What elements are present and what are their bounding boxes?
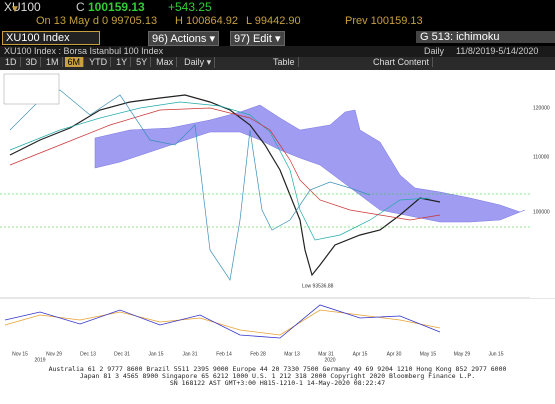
x-tick-label: Jan 15 xyxy=(148,351,163,357)
x-tick-label: Feb 14 xyxy=(216,351,232,357)
high: H 100864.92 xyxy=(175,15,238,27)
index-name: XU100 Index : Borsa Istanbul 100 Index xyxy=(4,46,164,56)
x-tick-label: Nov 15 xyxy=(12,351,28,357)
security-input[interactable]: XU100 Index xyxy=(2,31,100,45)
date-range: 11/8/2019-5/14/2020 xyxy=(456,46,539,56)
page-name: G 513: ichimoku xyxy=(416,31,555,43)
x-tick-label: Apr 15 xyxy=(353,351,368,357)
footer-line: Australia 61 2 9777 8600 Brazil 5511 239… xyxy=(48,365,507,373)
change: +543.25 xyxy=(168,0,212,14)
low-annotation: Low 93536.88 xyxy=(302,283,334,289)
low: L 99442.90 xyxy=(246,15,301,27)
range-button[interactable]: 1M xyxy=(43,57,63,67)
on-line: On 13 May d 0 99705.13 xyxy=(36,15,158,27)
macd-signal xyxy=(4,309,441,336)
period: Daily xyxy=(424,46,445,56)
kijun-line xyxy=(9,107,441,221)
frequency-select[interactable]: Daily ▾ xyxy=(181,57,216,68)
footer-line: Japan 81 3 4565 8900 Singapore 65 6212 1… xyxy=(79,372,476,380)
year-label: 2020 xyxy=(324,357,335,362)
x-tick-label: May 29 xyxy=(454,351,471,357)
close: 100159.13 xyxy=(88,0,145,14)
toolbar: Table Chart Content 1D 3D 1M 6M YTD 1Y 5Y Max Da… xyxy=(0,57,555,70)
range-button[interactable]: 3D xyxy=(23,57,42,67)
subheader: XU100 Index : Borsa Istanbul 100 Index D… xyxy=(0,46,555,57)
range-button[interactable]: 1Y xyxy=(113,57,132,67)
y-axis-area xyxy=(530,70,555,298)
x-tick-label: Mar 13 xyxy=(284,351,300,357)
x-tick-label: Mar 31 xyxy=(318,351,334,357)
quote-bar: XU100 C 100159.13 +543.25 ▼ xyxy=(4,0,212,15)
edit-menu[interactable]: 97) Edit ▾ xyxy=(230,31,285,46)
ticker: XU100 xyxy=(4,0,41,14)
ichimoku-chart: 120000 110000 100000 Low 93536.88 Nov 15 Nov … xyxy=(0,70,555,363)
footer-line: SN 168122 AST GMT+3:00 H815-1210-1 14-Ma… xyxy=(169,379,386,387)
price-line xyxy=(9,94,441,277)
range-button[interactable]: 6M xyxy=(64,57,85,67)
command-bar: XU100 Index 96) Actions ▾ 97) Edit ▾ G 5… xyxy=(0,30,555,46)
range-button[interactable]: 1D xyxy=(2,57,21,67)
x-tick-label: Dec 31 xyxy=(114,351,130,357)
range-button[interactable]: 5Y xyxy=(133,57,152,67)
macd-line xyxy=(4,304,441,339)
chart-content-button[interactable]: Chart Content xyxy=(370,57,434,67)
x-tick-label: Jan 31 xyxy=(182,351,197,357)
actions-menu[interactable]: 96) Actions ▾ xyxy=(148,31,219,46)
y-tick-label: 100000 xyxy=(533,209,550,215)
prev: Prev 100159.13 xyxy=(345,15,423,27)
year-label: 2019 xyxy=(34,357,45,362)
chikou-line xyxy=(9,89,371,281)
x-tick-label: Jun 15 xyxy=(488,351,503,357)
kumo-cloud xyxy=(94,104,526,223)
table-button[interactable]: Table xyxy=(270,57,299,67)
legend-box xyxy=(3,73,60,105)
range-button[interactable]: YTD xyxy=(86,57,112,67)
tenkan-line xyxy=(9,101,431,241)
footer: Australia 61 2 9777 8600 Brazil 5511 239… xyxy=(0,362,555,404)
x-tick-label: Feb 28 xyxy=(250,351,266,357)
x-tick-label: Nov 29 xyxy=(46,351,62,357)
x-tick-label: May 15 xyxy=(420,351,437,357)
y-tick-label: 110000 xyxy=(533,154,550,160)
ohlc-bar: On 13 May d 0 99705.13 H 100864.92 L 994… xyxy=(0,15,555,30)
chart-area: 120000 110000 100000 Low 93536.88 Nov 15 Nov … xyxy=(0,70,555,363)
x-tick-label: Apr 30 xyxy=(387,351,402,357)
range-button[interactable]: Max xyxy=(153,57,178,67)
close-label: C xyxy=(76,0,85,14)
x-tick-label: Dec 13 xyxy=(80,351,96,357)
y-tick-label: 120000 xyxy=(533,105,550,111)
